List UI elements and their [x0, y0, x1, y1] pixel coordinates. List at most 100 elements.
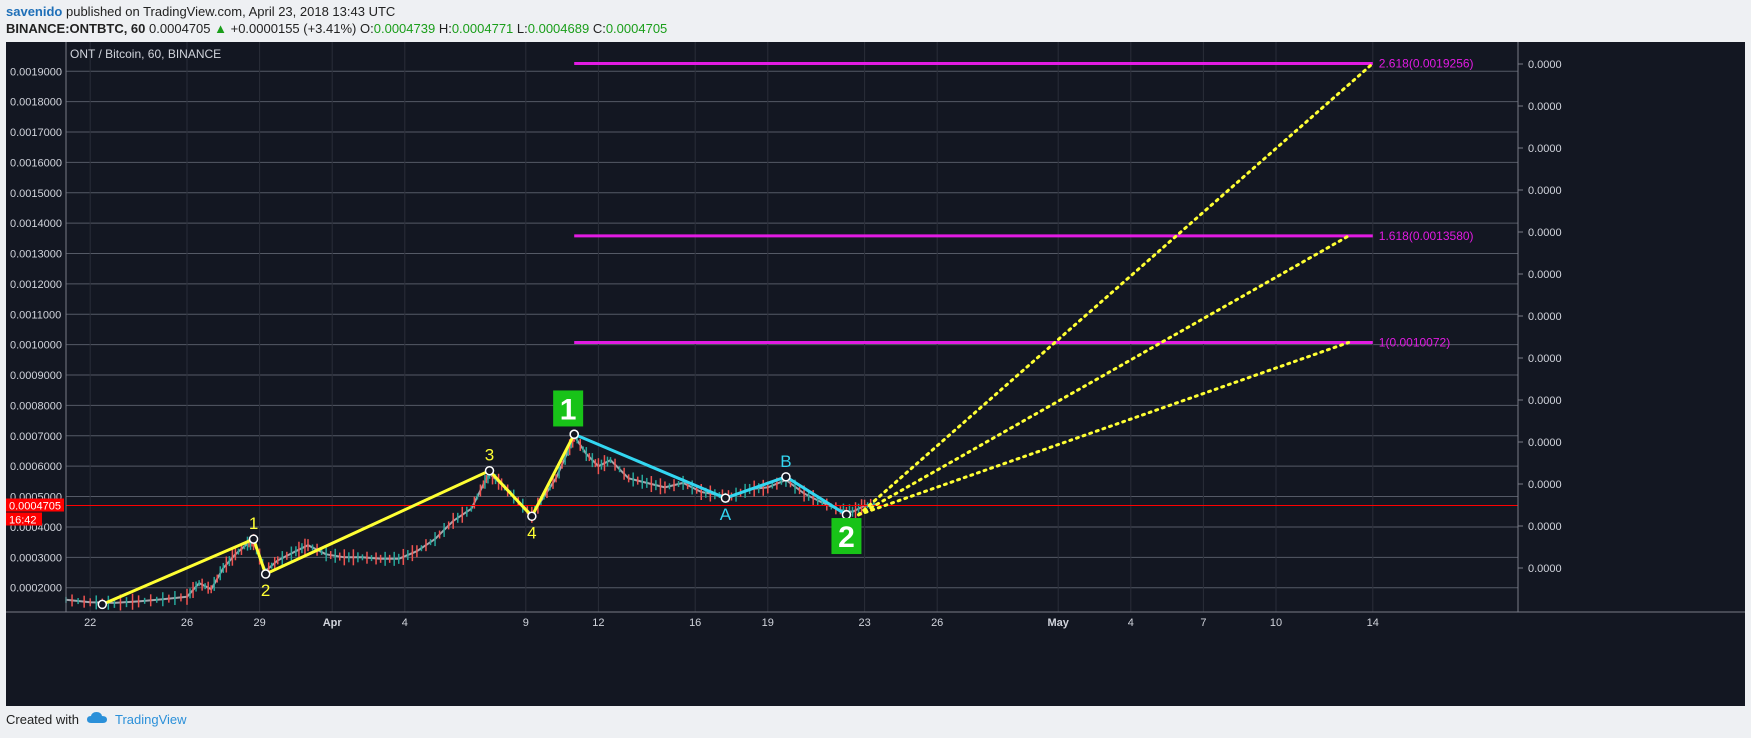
- projection-line[interactable]: [857, 340, 1351, 517]
- fib-level-label: 1.618(0.0013580): [1379, 229, 1474, 243]
- open-value: 0.0004739: [373, 21, 436, 36]
- x-tick-label: 19: [762, 617, 774, 629]
- projection-line[interactable]: [857, 234, 1351, 517]
- footer: Created with TradingView: [6, 712, 187, 727]
- wave-label: 2: [261, 581, 270, 600]
- y-tick-label: 0.0007000: [10, 431, 62, 443]
- right-tick-label: 0.0000: [1528, 59, 1562, 71]
- publish-info: published on TradingView.com, April 23, …: [65, 4, 396, 19]
- y-tick-label: 0.0012000: [10, 279, 62, 291]
- price-chart[interactable]: 2.618(0.0019256) 1.618(0.0013580) 1(0.0010…: [6, 42, 1745, 706]
- x-tick-label: 22: [84, 617, 96, 629]
- created-with-label: Created with: [6, 712, 79, 727]
- x-tick-label: 4: [1128, 617, 1134, 629]
- publish-header: savenido published on TradingView.com, A…: [6, 4, 395, 19]
- wave-label: B: [780, 452, 791, 471]
- fib-extension-levels[interactable]: 2.618(0.0019256) 1.618(0.0013580) 1(0.0010…: [574, 56, 1474, 349]
- x-tick-label: 29: [253, 617, 265, 629]
- high-label: H:: [438, 21, 452, 36]
- wave-label: 4: [527, 523, 536, 542]
- x-tick-label: 26: [931, 617, 943, 629]
- x-tick-label: 14: [1367, 617, 1379, 629]
- elliott-waves[interactable]: 12345AB: [97, 409, 852, 610]
- price-change: +0.0000155 (+3.41%): [230, 21, 357, 36]
- y-tick-label: 0.0014000: [10, 218, 62, 230]
- y-tick-label: 0.0008000: [10, 400, 62, 412]
- right-tick-label: 0.0000: [1528, 437, 1562, 449]
- close-value: 0.0004705: [605, 21, 668, 36]
- x-tick-label: 4: [402, 617, 408, 629]
- x-tick-label: 10: [1270, 617, 1282, 629]
- projection-line[interactable]: [857, 61, 1375, 517]
- wave-point[interactable]: [781, 472, 791, 482]
- right-tick-label: 0.0000: [1528, 143, 1562, 155]
- y-tick-label: 0.0016000: [10, 157, 62, 169]
- close-label: C:: [592, 21, 606, 36]
- wave-point[interactable]: [484, 465, 495, 476]
- x-tick-label: 9: [523, 617, 529, 629]
- chart-title: ONT / Bitcoin, 60, BINANCE: [70, 47, 221, 61]
- countdown-tag: [6, 512, 42, 526]
- wave-path[interactable]: [573, 432, 848, 517]
- right-tick-label: 0.0000: [1528, 563, 1562, 575]
- grid-lines: [66, 42, 1518, 612]
- axes: 0.00020000.00030000.00040000.00050000.00…: [6, 42, 1745, 629]
- x-tick-label: 7: [1200, 617, 1206, 629]
- high-value: 0.0004771: [451, 21, 514, 36]
- author-name[interactable]: savenido: [6, 4, 63, 19]
- chart-container[interactable]: 2.618(0.0019256) 1.618(0.0013580) 1(0.0010…: [6, 42, 1745, 706]
- y-tick-label: 0.0011000: [10, 309, 61, 321]
- x-tick-label: May: [1047, 617, 1069, 629]
- chart-background: [6, 42, 1745, 706]
- projection-lines[interactable]: [857, 61, 1375, 517]
- wave-point[interactable]: [841, 510, 852, 520]
- x-tick-label: 26: [181, 617, 193, 629]
- y-tick-label: 0.0019000: [10, 66, 62, 78]
- wave-point[interactable]: [720, 493, 731, 503]
- x-tick-label: 16: [689, 617, 701, 629]
- wave-marker-label: 1: [560, 393, 577, 426]
- wave-label: 1: [249, 514, 258, 533]
- fib-level-label: 1(0.0010072): [1379, 335, 1450, 349]
- right-tick-label: 0.0000: [1528, 227, 1562, 239]
- low-value: 0.0004689: [527, 21, 590, 36]
- tradingview-brand[interactable]: TradingView: [114, 712, 187, 727]
- wave-label: A: [720, 505, 732, 524]
- wave-marker-box: [831, 518, 862, 555]
- y-tick-label: 0.0017000: [10, 127, 62, 139]
- y-tick-label: 0.0002000: [10, 583, 62, 595]
- wave-point[interactable]: [527, 511, 537, 522]
- y-tick-label: 0.0006000: [10, 461, 62, 473]
- right-tick-label: 0.0000: [1528, 395, 1562, 407]
- y-tick-label: 0.0013000: [10, 249, 62, 261]
- fib-level-label: 2.618(0.0019256): [1379, 56, 1474, 70]
- low-label: L:: [516, 21, 528, 36]
- x-tick-label: 12: [592, 617, 604, 629]
- symbol-label: BINANCE:ONTBTC, 60: [6, 21, 146, 36]
- wave-point[interactable]: [248, 534, 259, 544]
- right-tick-label: 0.0000: [1528, 311, 1562, 323]
- y-tick-label: 0.0009000: [10, 370, 62, 382]
- x-tick-label: Apr: [323, 617, 343, 629]
- right-tick-label: 0.0000: [1528, 521, 1562, 533]
- right-tick-label: 0.0000: [1528, 479, 1562, 491]
- symbol-quote-bar: BINANCE:ONTBTC, 60 0.0004705 ▲ +0.000015…: [6, 21, 667, 36]
- wave-point[interactable]: [569, 429, 579, 440]
- right-tick-label: 0.0000: [1528, 101, 1562, 113]
- wave-label: 3: [485, 446, 494, 465]
- triangle-up-icon: ▲: [214, 21, 227, 36]
- current-price-tag: [6, 498, 64, 512]
- x-tick-label: 23: [858, 617, 870, 629]
- wave-point[interactable]: [97, 599, 108, 610]
- tradingview-cloud-icon: [86, 712, 107, 727]
- wave-point[interactable]: [260, 569, 271, 579]
- current-price-label: 0.0004705: [9, 501, 61, 513]
- wave-path[interactable]: [101, 433, 576, 606]
- y-tick-label: 0.0015000: [10, 188, 62, 200]
- y-tick-label: 0.0003000: [10, 552, 62, 564]
- wave-marker-box: [553, 390, 584, 427]
- y-tick-label: 0.0010000: [10, 340, 62, 352]
- wave-markers: 12: [553, 390, 862, 555]
- open-label: O:: [360, 21, 374, 36]
- last-price: 0.0004705: [149, 21, 211, 36]
